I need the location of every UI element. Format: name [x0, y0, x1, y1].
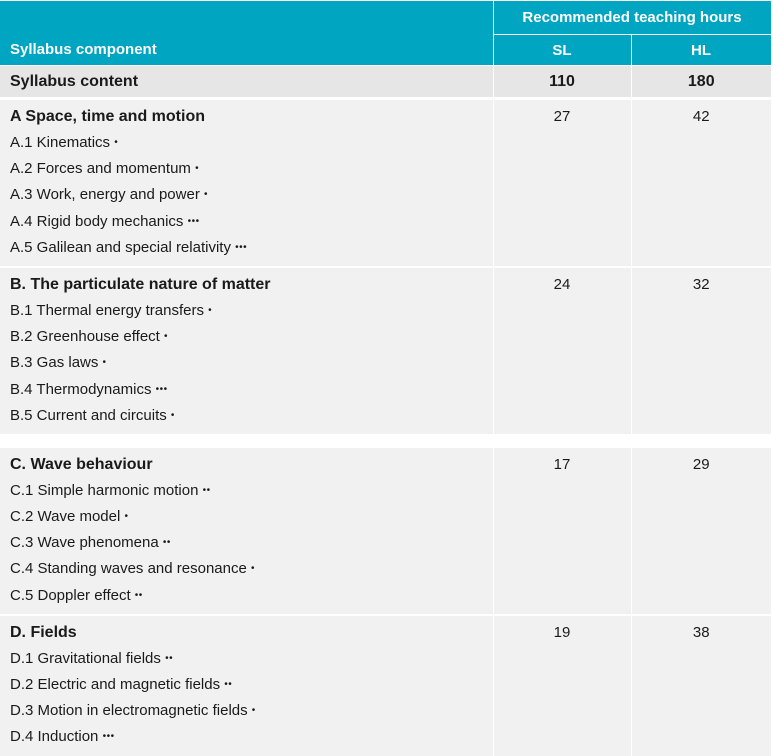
topic-label: B.5 Current and circuits	[10, 406, 167, 424]
total-hl-hours: 180	[630, 65, 771, 100]
level-dots: •	[124, 511, 129, 523]
section-title: A Space, time and motion	[10, 108, 205, 125]
section-hl-hours: 42	[630, 98, 771, 267]
level-dots: •••	[102, 731, 115, 743]
section-sl-hours: 27	[492, 98, 631, 267]
syllabus-content-row: Syllabus content 110 180	[0, 65, 771, 100]
section-title: C. Wave behaviour	[10, 455, 153, 473]
section-title: B. The particulate nature of matter	[10, 275, 271, 293]
topic-item: B.4 Thermodynamics •••	[10, 380, 493, 406]
syllabus-component-header: Syllabus component	[0, 0, 494, 66]
section-cell-d: D. Fields D.1 Gravitational fields •• D.…	[0, 613, 493, 756]
level-dots: ••	[162, 537, 171, 549]
topic-item: B.5 Current and circuits •	[10, 406, 493, 432]
level-dots: •••	[235, 241, 248, 253]
level-dots: •••	[187, 215, 200, 227]
topic-item: B.3 Gas laws •	[10, 353, 493, 379]
topic-item: C.1 Simple harmonic motion ••	[10, 481, 493, 507]
topic-label: C.5 Doppler effect	[10, 586, 131, 604]
topic-label: C.1 Simple harmonic motion	[10, 481, 199, 499]
topic-label: D.1 Gravitational fields	[10, 649, 161, 667]
topic-label: D.3 Motion in electromagnetic fields	[10, 702, 248, 720]
section-hl-hours: 38	[630, 613, 771, 756]
syllabus-content-label: Syllabus content	[0, 65, 493, 100]
recommended-hours-header: Recommended teaching hours	[492, 0, 772, 35]
section-hl-hours: 32	[630, 265, 771, 441]
level-dots: ••	[202, 484, 211, 496]
topic-label: C.3 Wave phenomena	[10, 534, 159, 552]
topic-label: C.2 Wave model	[10, 508, 121, 526]
topic-item: C.4 Standing waves and resonance •	[10, 559, 493, 585]
section-hl-hours: 29	[630, 433, 771, 615]
level-dots: •	[102, 357, 107, 369]
topic-label: B.3 Gas laws	[10, 354, 99, 372]
topic-item: A.1 Kinematics •	[10, 133, 493, 159]
topic-label: B.4 Thermodynamics	[10, 380, 152, 398]
topic-item: B.1 Thermal energy transfers •	[10, 301, 493, 327]
topic-item: C.3 Wave phenomena ••	[10, 533, 493, 559]
topic-label: D.2 Electric and magnetic fields	[10, 676, 221, 693]
level-dots: •	[204, 189, 209, 201]
level-dots: •	[164, 331, 169, 343]
section-cell-b: B. The particulate nature of matter B.1 …	[0, 265, 493, 441]
section-sl-hours: 24	[492, 265, 631, 441]
topic-item: C.2 Wave model •	[10, 507, 493, 533]
topic-label: D.4 Induction	[10, 728, 99, 746]
topic-label: A.1 Kinematics	[10, 134, 111, 151]
topic-item: D.2 Electric and magnetic fields ••	[10, 675, 493, 701]
topic-item: A.3 Work, energy and power •	[10, 185, 493, 211]
topic-item: A.5 Galilean and special relativity •••	[10, 238, 493, 264]
total-sl-hours: 110	[492, 65, 631, 100]
section-cell-c: C. Wave behaviour C.1 Simple harmonic mo…	[0, 433, 493, 615]
level-dots: •	[114, 137, 119, 148]
topic-label: A.3 Work, energy and power	[10, 186, 200, 204]
topic-item: D.4 Induction •••	[10, 727, 493, 753]
sl-header: SL	[492, 34, 632, 66]
level-dots: •	[251, 705, 256, 717]
topic-label: B.1 Thermal energy transfers	[10, 301, 204, 319]
topic-item: D.3 Motion in electromagnetic fields •	[10, 701, 493, 727]
topic-label: A.5 Galilean and special relativity	[10, 238, 231, 256]
section-cell-a: A Space, time and motion A.1 Kinematics …	[0, 98, 493, 267]
section-row-c: C. Wave behaviour C.1 Simple harmonic mo…	[0, 433, 771, 615]
level-dots: ••	[134, 589, 143, 601]
section-sl-hours: 17	[492, 433, 631, 615]
topic-label: C.4 Standing waves and resonance	[10, 560, 247, 578]
level-dots: ••	[224, 679, 233, 690]
topic-item: A.4 Rigid body mechanics •••	[10, 212, 493, 238]
section-row-a: A Space, time and motion A.1 Kinematics …	[0, 98, 771, 267]
level-dots: •	[195, 163, 200, 175]
topic-label: A.2 Forces and momentum	[10, 160, 191, 178]
topic-label: A.4 Rigid body mechanics	[10, 212, 184, 230]
level-dots: ••	[165, 652, 174, 664]
topic-item: B.2 Greenhouse effect •	[10, 327, 493, 353]
topic-item: A.2 Forces and momentum •	[10, 159, 493, 185]
level-dots: •	[208, 304, 213, 316]
hl-header: HL	[630, 34, 772, 66]
section-title: D. Fields	[10, 623, 77, 641]
level-dots: •	[251, 563, 256, 575]
section-row-b: B. The particulate nature of matter B.1 …	[0, 265, 771, 441]
section-row-d: D. Fields D.1 Gravitational fields •• D.…	[0, 613, 771, 756]
topic-item: C.5 Doppler effect ••	[10, 586, 493, 612]
level-dots: •••	[155, 383, 168, 395]
section-sl-hours: 19	[492, 613, 631, 756]
level-dots: •	[170, 409, 175, 421]
topic-item: D.1 Gravitational fields ••	[10, 649, 493, 675]
topic-label: B.2 Greenhouse effect	[10, 328, 160, 346]
